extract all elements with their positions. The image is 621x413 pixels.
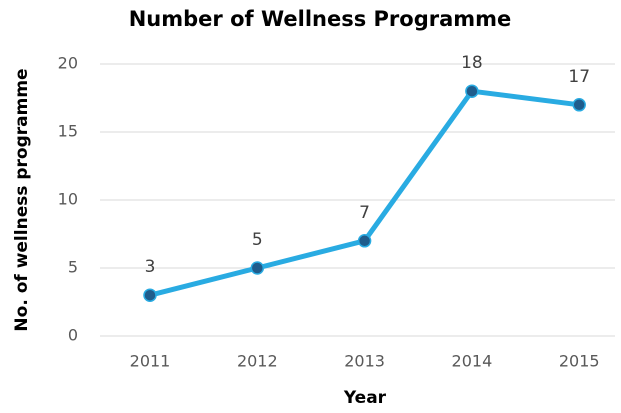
data-label: 17 <box>568 67 590 87</box>
x-tick-label: 2013 <box>344 352 385 371</box>
x-axis-label: Year <box>343 388 387 408</box>
data-label: 18 <box>461 53 483 73</box>
data-label: 7 <box>359 203 370 223</box>
chart-title: Number of Wellness Programme <box>129 7 512 31</box>
x-tick-label: 2011 <box>130 352 171 371</box>
y-tick-label: 5 <box>68 258 78 277</box>
marker <box>465 84 479 98</box>
marker <box>143 288 157 302</box>
data-label: 5 <box>252 230 263 250</box>
marker <box>572 98 586 112</box>
line <box>149 88 580 298</box>
x-tick-label: 2014 <box>452 352 493 371</box>
marker <box>357 234 372 248</box>
y-tick-label: 15 <box>58 122 78 141</box>
marker <box>250 261 265 275</box>
x-tick-label: 2015 <box>559 352 600 371</box>
y-tick-label: 10 <box>58 190 78 209</box>
y-tick-label: 20 <box>58 54 78 73</box>
x-tick-label: 2012 <box>237 352 278 371</box>
data-label: 3 <box>145 257 156 277</box>
y-tick-label: 0 <box>68 326 78 345</box>
y-axis-label: No. of wellness programme <box>12 68 32 331</box>
